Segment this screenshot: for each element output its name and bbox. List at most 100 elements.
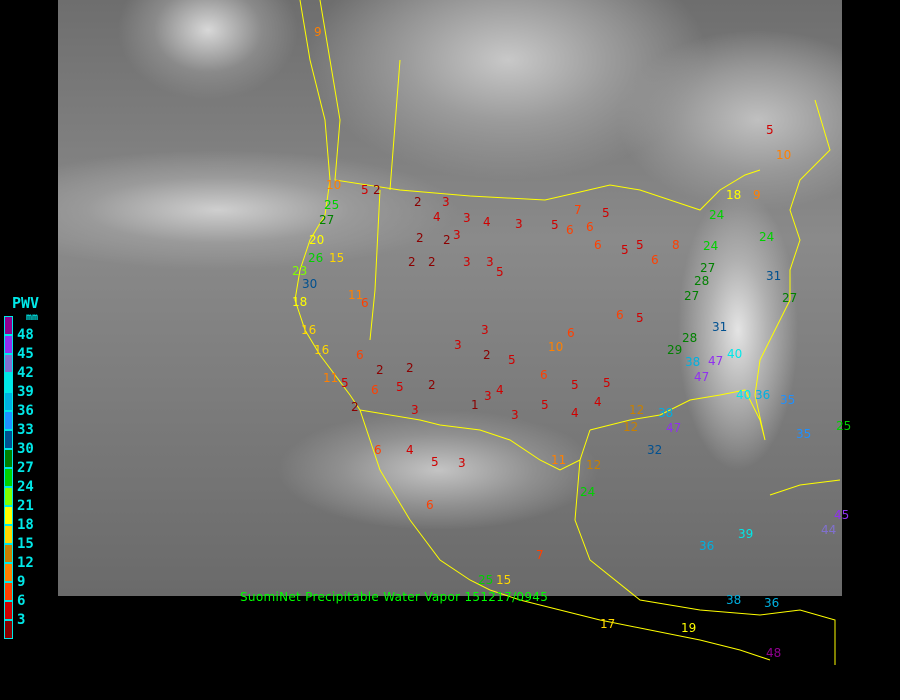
legend-swatch [4,335,13,354]
legend-swatch [4,354,13,373]
canada-provinces [389,59,401,191]
station-pwv-value: 2 [376,363,384,377]
station-pwv-value: 5 [496,265,504,279]
station-pwv-value: 9 [314,25,322,39]
station-pwv-value: 6 [594,238,602,252]
station-pwv-value: 5 [603,376,611,390]
legend-label: 30 [17,441,34,457]
station-pwv-value: 2 [351,400,359,414]
station-pwv-value: 6 [374,443,382,457]
station-pwv-value: 5 [636,311,644,325]
station-pwv-value: 5 [551,218,559,232]
station-pwv-value: 39 [738,527,754,541]
station-pwv-value: 6 [651,253,659,267]
station-pwv-value: 3 [463,255,471,269]
station-pwv-value: 2 [406,361,414,375]
legend-label: 9 [17,574,26,590]
station-pwv-value: 35 [796,427,812,441]
station-pwv-value: 7 [536,548,544,562]
station-pwv-value: 3 [481,323,489,337]
legend-label: 21 [17,498,34,514]
station-pwv-value: 25 [836,419,852,433]
legend-label: 39 [17,384,34,400]
legend-label: 12 [17,555,34,571]
us-states [369,189,381,341]
station-pwv-value: 24 [759,230,775,244]
station-pwv-value: 3 [458,456,466,470]
station-pwv-value: 1 [471,398,479,412]
map-caption: SuomiNet Precipitable Water Vapor 151217… [240,590,549,604]
station-pwv-value: 3 [442,195,450,209]
legend-label: 3 [17,612,26,628]
station-pwv-value: 16 [301,323,317,337]
legend-label: 15 [17,536,34,552]
legend-label: 24 [17,479,34,495]
legend-swatch [4,392,13,411]
station-pwv-value: 3 [463,211,471,225]
station-pwv-value: 3 [486,255,494,269]
legend-label: 42 [17,365,34,381]
station-pwv-value: 48 [766,646,782,660]
legend-label: 33 [17,422,34,438]
station-pwv-value: 8 [672,238,680,252]
station-pwv-value: 4 [571,406,579,420]
gulf-coast [589,99,831,441]
station-pwv-value: 26 [308,251,324,265]
station-pwv-value: 5 [766,123,774,137]
station-pwv-value: 27 [700,261,716,275]
legend-swatch [4,601,13,620]
station-pwv-value: 27 [319,213,335,227]
station-pwv-value: 5 [602,206,610,220]
legend-swatch [4,411,13,430]
station-pwv-value: 3 [454,338,462,352]
station-pwv-value: 24 [709,208,725,222]
station-pwv-value: 6 [567,326,575,340]
station-pwv-value: 6 [356,348,364,362]
station-pwv-value: 20 [309,233,325,247]
station-pwv-value: 2 [414,195,422,209]
station-pwv-value: 5 [361,183,369,197]
station-pwv-value: 38 [685,355,701,369]
station-pwv-value: 5 [541,398,549,412]
legend-unit: mm [26,312,39,323]
caribbean-islands [769,479,841,496]
station-pwv-value: 2 [483,348,491,362]
legend-swatch [4,525,13,544]
legend-swatch [4,620,13,639]
station-pwv-value: 3 [515,217,523,231]
legend-label: 45 [17,346,34,362]
legend-swatch [4,430,13,449]
legend-swatch [4,544,13,563]
station-pwv-value: 3 [511,408,519,422]
station-pwv-value: 16 [314,343,330,357]
station-pwv-value: 2 [373,183,381,197]
station-pwv-value: 10 [776,148,792,162]
legend-label: 27 [17,460,34,476]
station-pwv-value: 24 [580,485,596,499]
legend-swatch [4,563,13,582]
station-pwv-value: 47 [694,370,710,384]
station-pwv-value: 30 [302,277,318,291]
station-pwv-value: 35 [780,393,796,407]
station-pwv-value: 6 [586,220,594,234]
station-pwv-value: 27 [782,291,798,305]
station-pwv-value: 11 [323,371,339,385]
station-pwv-value: 47 [666,421,682,435]
mexico-border [359,409,591,471]
legend-label: 48 [17,327,34,343]
station-pwv-value: 31 [766,269,782,283]
station-pwv-value: 5 [621,243,629,257]
pacific-coast [294,0,361,411]
station-pwv-value: 18 [292,295,308,309]
station-pwv-value: 36 [764,596,780,610]
station-pwv-value: 5 [341,376,349,390]
station-pwv-value: 6 [361,296,369,310]
station-pwv-value: 15 [329,251,345,265]
station-pwv-value: 3 [484,389,492,403]
legend-label: 36 [17,403,34,419]
station-pwv-value: 31 [712,320,728,334]
station-pwv-value: 6 [540,368,548,382]
station-pwv-value: 11 [348,288,364,302]
station-pwv-value: 25 [324,198,340,212]
station-pwv-value: 7 [574,203,582,217]
